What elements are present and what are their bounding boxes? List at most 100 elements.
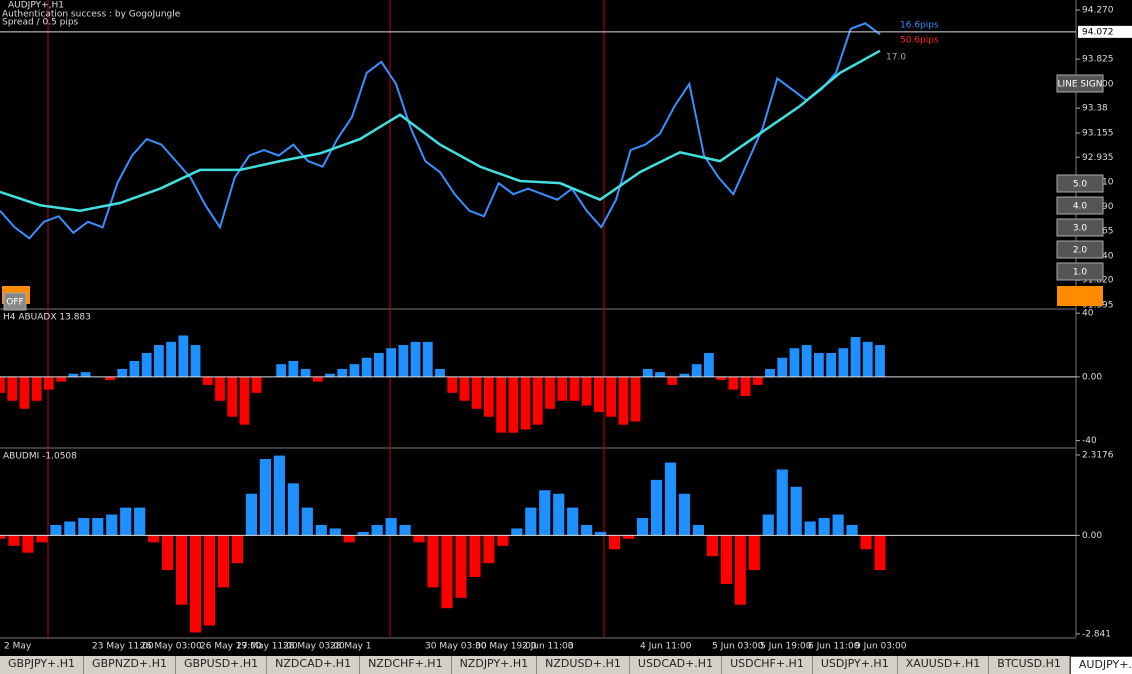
tab[interactable]: BTCUSD.H1 (989, 656, 1070, 674)
terminal: 94.27093.82593.60093.3893.15592.93592.71… (0, 0, 1132, 652)
histogram-bar (148, 535, 160, 543)
orange-button (1057, 286, 1103, 306)
level-button[interactable] (1056, 196, 1104, 215)
histogram-bar (532, 376, 543, 425)
tab[interactable]: GBPNZD+.H1 (84, 656, 176, 674)
symbol-tabs: GBPJPY+.H1 GBPNZD+.H1 GBPUSD+.H1 NZDCAD+.H1… (0, 656, 1132, 674)
histogram-bar (581, 376, 592, 406)
x-tick-label: 28 May 1 (330, 642, 372, 652)
level-button[interactable] (1056, 218, 1104, 237)
x-tick-label: 5 Jun 19:00 (760, 642, 812, 652)
histogram-bar (636, 518, 649, 536)
y-tick-label: 92.935 (1082, 153, 1114, 163)
histogram-bar (398, 345, 409, 377)
off-button-label[interactable]: OFF (6, 298, 23, 308)
histogram-bar (716, 376, 726, 381)
x-tick-label: 30 May 19:00 (475, 642, 537, 652)
histogram-bar (410, 341, 421, 377)
level-button-label[interactable]: 5.0 (1073, 180, 1088, 190)
tab[interactable]: USDCHF+.H1 (722, 656, 813, 674)
histogram-bar (273, 455, 285, 536)
tab[interactable]: GBPJPY+.H1 (0, 656, 85, 674)
histogram-bar (176, 535, 188, 605)
off-button[interactable] (3, 292, 27, 311)
histogram-bar (545, 376, 555, 409)
histogram-bar (141, 353, 152, 377)
pips-up: 16.6pips (900, 21, 939, 31)
level-button-label[interactable]: 1.0 (1073, 268, 1088, 278)
tab[interactable]: GBPUSD+.H1 (176, 656, 268, 674)
x-tick-label: 27 May 11:00 (236, 642, 298, 652)
level-button[interactable] (1056, 174, 1104, 193)
tab[interactable]: NZDJPY+.H1 (452, 656, 538, 674)
line-sign-button-label[interactable]: LINE SIGN (1057, 80, 1102, 90)
tab[interactable]: NZDCAD+.H1 (267, 656, 361, 674)
histogram-bar (508, 376, 519, 433)
histogram-bar (68, 373, 79, 377)
level-button[interactable] (1056, 262, 1104, 281)
line-sign-button[interactable] (1056, 74, 1104, 93)
histogram-bar (525, 507, 537, 536)
x-tick-label: 2 Jun 11:00 (522, 642, 574, 652)
tab[interactable]: AUDJPY+.H1 (1069, 656, 1132, 674)
histogram-bar (860, 535, 872, 550)
histogram-bar (483, 535, 495, 564)
histogram-bar (315, 524, 327, 536)
histogram-bar (134, 507, 146, 536)
x-tick-label: 30 May 03:00 (425, 642, 487, 652)
histogram-bar (691, 364, 702, 377)
histogram-bar (105, 376, 115, 381)
histogram-bar (728, 376, 739, 390)
histogram-bar (667, 376, 678, 385)
tab[interactable]: NZDUSD+.H1 (537, 656, 630, 674)
histogram-bar (484, 376, 494, 417)
price-line (0, 22, 881, 240)
histogram-bar (606, 376, 616, 417)
histogram-bar (801, 345, 812, 377)
histogram-bar (56, 376, 66, 382)
histogram-bar (469, 535, 481, 577)
indicator-title: ABUDMI -1.0508 (3, 452, 77, 462)
histogram-bar (618, 376, 629, 425)
histogram-bar (765, 368, 775, 377)
level-button-label[interactable]: 2.0 (1073, 246, 1088, 256)
x-tick-label: 28 May 03:00 (283, 642, 345, 652)
histogram-bar (329, 528, 341, 536)
histogram-bar (399, 524, 411, 536)
y-tick-label: 0.00 (1082, 531, 1102, 541)
histogram-bar (720, 535, 732, 584)
histogram-bar (422, 341, 433, 377)
histogram-bar (0, 376, 5, 393)
histogram-bar (496, 376, 506, 433)
histogram-bar (31, 376, 42, 401)
histogram-bar (22, 535, 34, 553)
y-tick-label: 94.270 (1082, 6, 1114, 16)
histogram-bar (776, 469, 788, 536)
tab[interactable]: USDJPY+.H1 (813, 656, 898, 674)
level-button[interactable] (1056, 240, 1104, 259)
histogram-bar (557, 376, 568, 401)
tab[interactable]: XAUUSD+.H1 (898, 656, 990, 674)
histogram-bar (539, 490, 551, 536)
y-tick-label: 2.3176 (1082, 450, 1114, 460)
y-tick-label: 0.00 (1082, 372, 1102, 382)
histogram-bar (259, 459, 271, 536)
level-button-label[interactable]: 4.0 (1073, 202, 1088, 212)
histogram-bar (762, 514, 774, 536)
histogram-bar (337, 368, 348, 377)
histogram-bar (154, 345, 164, 377)
histogram-bar (642, 368, 653, 377)
x-tick-label: 2 May (4, 642, 32, 652)
distance: 17.0 (886, 53, 906, 63)
histogram-bar (385, 518, 397, 536)
tab[interactable]: USDCAD+.H1 (630, 656, 723, 674)
histogram-bar (287, 483, 299, 536)
histogram-bar (511, 528, 523, 536)
level-button-label[interactable]: 3.0 (1073, 224, 1088, 234)
auth: Authentication success : by GogoJungle (2, 10, 181, 20)
histogram-bar (189, 535, 202, 633)
tab[interactable]: NZDCHF+.H1 (360, 656, 452, 674)
histogram-bar (804, 521, 816, 536)
histogram-bar (276, 364, 286, 377)
